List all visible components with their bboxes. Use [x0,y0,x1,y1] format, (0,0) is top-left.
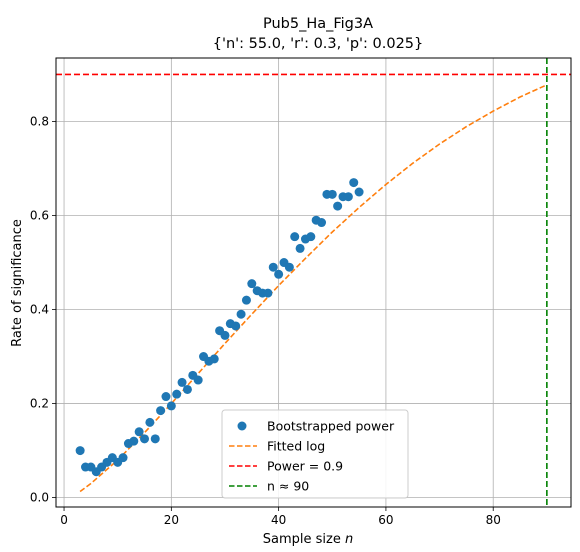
chart-subtitle: {'n': 55.0, 'r': 0.3, 'p': 0.025} [213,36,424,52]
x-tick-label: 80 [486,513,501,527]
legend-marker-bootstrapped-power [237,421,247,431]
bootstrapped-power-point [145,417,155,427]
y-tick-label: 0.2 [30,397,49,411]
y-tick-label: 0.6 [30,209,49,223]
legend: Bootstrapped power Fitted log Power = 0.… [221,409,409,499]
bootstrapped-power-point [140,434,150,444]
bootstrapped-power-point [150,434,160,444]
bootstrapped-power-point [182,384,192,394]
bootstrapped-power-point [354,187,364,197]
bootstrapped-power-point [236,309,246,319]
bootstrapped-power-point [263,288,273,298]
legend-label-power-line: Power = 0.9 [267,459,343,474]
fitted-curve [79,84,548,493]
bootstrapped-power-point [241,295,251,305]
bootstrapped-power-point [209,354,219,364]
bootstrapped-power-point [317,218,327,228]
bootstrapped-power-point [268,262,278,272]
x-axis-label-variable: n [345,532,353,547]
legend-label-bootstrapped-power: Bootstrapped power [267,419,395,434]
x-tick-label: 0 [60,513,68,527]
x-tick-label: 40 [271,513,286,527]
y-tick-label: 0.4 [30,303,49,317]
bootstrapped-power-point [161,392,171,402]
x-axis-label-main: Sample size [263,532,345,547]
bootstrapped-power-point [284,262,294,272]
bootstrapped-power-point [177,377,187,387]
bootstrapped-power-point [166,401,176,411]
bootstrapped-power-point [129,436,139,446]
bootstrapped-power-point [247,279,257,289]
reference-lines [56,58,571,507]
y-tick-label: 0.8 [30,114,49,128]
x-tick-label: 60 [378,513,393,527]
y-tick-label: 0.0 [30,491,49,505]
bootstrapped-power-point [290,232,300,242]
bootstrapped-power-point [134,427,144,437]
data-points [75,178,364,477]
bootstrapped-power-point [343,192,353,202]
bootstrapped-power-point [327,189,337,199]
axis-ticks: 0 20 40 60 80 0.0 0.2 0.4 0.6 0.8 [30,114,501,527]
bootstrapped-power-point [231,321,241,331]
legend-label-n-line: n ≈ 90 [267,479,309,494]
bootstrapped-power-point [193,375,203,385]
x-tick-label: 20 [164,513,179,527]
legend-label-fitted-log: Fitted log [267,439,325,454]
bootstrapped-power-point [306,232,316,242]
fitted-log-line [79,84,548,493]
legend-box [221,409,409,499]
plot-area-frame [55,57,572,508]
x-axis-label: Sample size n [263,532,353,547]
bootstrapped-power-point [220,330,230,340]
bootstrapped-power-point [349,178,359,188]
bootstrapped-power-point [156,406,166,416]
bootstrapped-power-point [274,269,284,279]
bootstrapped-power-point [172,389,182,399]
y-axis-label: Rate of significance [10,219,25,347]
bootstrapped-power-point [118,453,128,463]
bootstrapped-power-point [333,201,343,211]
chart-title: Pub5_Ha_Fig3A [263,16,373,32]
bootstrapped-power-point [295,243,305,253]
bootstrapped-power-point [75,446,85,456]
